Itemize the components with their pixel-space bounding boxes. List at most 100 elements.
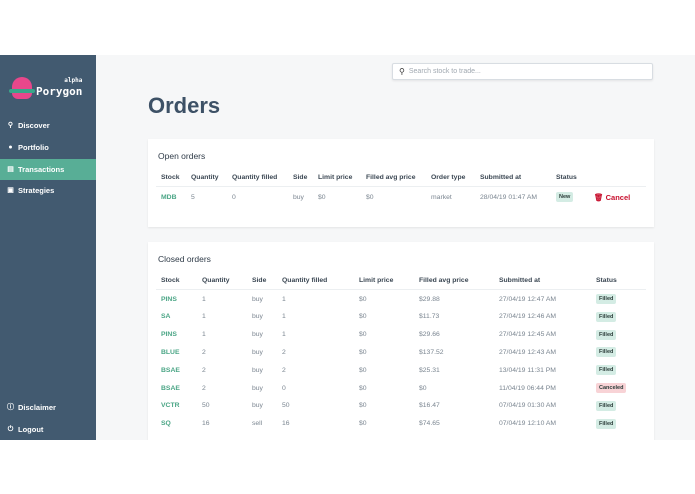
quantity-cell: 5 xyxy=(191,193,195,201)
table-row: PINS 1 buy 1 $0 $29.66 27/04/19 12:45 AM Filled xyxy=(156,326,646,344)
table-row: BLUE 2 buy 2 $0 $137.52 27/04/19 12:43 AM Fille… xyxy=(156,343,646,361)
stock-link[interactable]: PINS xyxy=(161,295,177,303)
status-cell: New xyxy=(556,192,594,202)
stock-link[interactable]: BSAE xyxy=(161,384,180,392)
limit-cell: $0 xyxy=(318,193,326,201)
page-title: Orders xyxy=(148,93,221,118)
table-row: SQ 16 sell 16 $0 $74.65 07/04/19 12:10 AM Fille… xyxy=(156,415,646,433)
quantity-cell: 2 xyxy=(202,366,206,374)
column-header: Stock xyxy=(161,174,180,181)
sidebar: alpha Porygon ⚲ Discover ● Portfolio ▤ Trans… xyxy=(0,55,96,440)
column-header: Filled avg price xyxy=(419,277,469,284)
column-header: Side xyxy=(293,174,308,181)
porygon-logo-icon xyxy=(9,77,35,99)
book-icon: ▣ xyxy=(7,187,14,194)
column-header: Side xyxy=(252,277,267,284)
filled-cell: 50 xyxy=(282,402,290,410)
stock-link[interactable]: MDB xyxy=(161,193,177,201)
table-row: SA 1 buy 1 $0 $11.73 27/04/19 12:46 AM Filled xyxy=(156,308,646,326)
filled-cell: 0 xyxy=(232,193,236,201)
side-cell: buy xyxy=(252,295,263,303)
open-orders-card: Open orders Stock Quantity Quantity filled… xyxy=(148,139,654,227)
status-badge: Filled xyxy=(596,329,617,340)
sidebar-item-strategies[interactable]: ▣ Strategies xyxy=(0,180,96,201)
limit-cell: $0 xyxy=(359,348,367,356)
limit-cell: $0 xyxy=(359,420,367,428)
side-cell: sell xyxy=(252,420,263,428)
filled-cell: 2 xyxy=(282,366,286,374)
sidebar-item-portfolio[interactable]: ● Portfolio xyxy=(0,137,96,158)
app: alpha Porygon ⚲ Discover ● Portfolio ▤ Trans… xyxy=(0,55,695,440)
column-header: Filled avg price xyxy=(366,174,416,181)
user-icon: ● xyxy=(8,144,13,151)
sidebar-item-transactions[interactable]: ▤ Transactions xyxy=(0,159,96,180)
table-row: PINS 1 buy 1 $0 $29.88 27/04/19 12:47 AM Filled xyxy=(156,290,646,308)
column-header: Limit price xyxy=(359,277,394,284)
limit-cell: $0 xyxy=(359,384,367,392)
logo[interactable]: alpha Porygon xyxy=(9,76,83,99)
status-badge: Filled xyxy=(596,347,617,358)
avg-cell: $29.66 xyxy=(419,331,440,339)
open-orders-title: Open orders xyxy=(158,151,206,161)
stock-link[interactable]: VCTR xyxy=(161,402,180,410)
receipt-icon: ▤ xyxy=(7,166,14,173)
column-header: Status xyxy=(596,277,617,284)
column-header: Quantity filled xyxy=(282,277,328,284)
stock-link[interactable]: SQ xyxy=(161,420,171,428)
status-cell: Filled xyxy=(596,294,646,304)
sidebar-item-logout[interactable]: ⏻ Logout xyxy=(0,419,96,440)
stock-link[interactable]: SA xyxy=(161,313,171,321)
filled-cell: 1 xyxy=(282,295,286,303)
submitted-cell: 27/04/19 12:47 AM xyxy=(499,295,557,303)
status-cell: Filled xyxy=(596,329,646,340)
quantity-cell: 1 xyxy=(202,295,206,303)
limit-cell: $0 xyxy=(359,402,367,410)
status-badge: Filled xyxy=(596,311,617,322)
limit-cell: $0 xyxy=(359,295,367,303)
status-cell: Filled xyxy=(596,365,646,376)
quantity-cell: 2 xyxy=(202,348,206,356)
quantity-cell: 1 xyxy=(202,331,206,339)
status-cell: Filled xyxy=(596,400,646,411)
status-badge: Filled xyxy=(596,400,617,411)
filled-cell: 0 xyxy=(282,384,286,392)
filled-cell: 16 xyxy=(282,420,290,428)
side-cell: buy xyxy=(293,193,304,201)
search-icon: ⚲ xyxy=(7,122,14,129)
nav-label: Disclaimer xyxy=(18,403,56,412)
limit-cell: $0 xyxy=(359,366,367,374)
search-icon: ⚲ xyxy=(399,67,405,76)
search-placeholder: Search stock to trade... xyxy=(408,68,481,75)
type-cell: market xyxy=(431,193,452,201)
sidebar-item-disclaimer[interactable]: ⓘ Disclaimer xyxy=(0,397,96,418)
column-header: Quantity filled xyxy=(232,174,278,181)
status-badge: Filled xyxy=(596,418,617,429)
avg-cell: $74.65 xyxy=(419,420,440,428)
column-header: Order type xyxy=(431,174,466,181)
nav-label: Strategies xyxy=(18,186,55,195)
side-cell: buy xyxy=(252,331,263,339)
avg-cell: $16.47 xyxy=(419,402,440,410)
avg-cell: $137.52 xyxy=(419,348,444,356)
submitted-cell: 07/04/19 01:30 AM xyxy=(499,402,557,410)
avg-cell: $11.73 xyxy=(419,313,440,321)
cancel-label: Cancel xyxy=(605,192,631,202)
stock-link[interactable]: PINS xyxy=(161,331,177,339)
brand-tag: alpha xyxy=(64,76,83,84)
status-badge: Filled xyxy=(596,294,617,304)
stock-link[interactable]: BLUE xyxy=(161,348,180,356)
avg-cell: $29.88 xyxy=(419,295,440,303)
column-header: Quantity xyxy=(202,277,230,284)
submitted-cell: 27/04/19 12:46 AM xyxy=(499,313,557,321)
cancel-button[interactable]: 🗑 Cancel xyxy=(594,193,646,202)
filled-cell: 1 xyxy=(282,313,286,321)
submitted-cell: 11/04/19 06:44 PM xyxy=(499,384,556,392)
sidebar-item-discover[interactable]: ⚲ Discover xyxy=(0,115,96,136)
search-input[interactable]: ⚲ Search stock to trade... xyxy=(392,63,653,80)
avg-cell: $0 xyxy=(366,193,374,201)
side-cell: buy xyxy=(252,313,263,321)
table-row: BSAE 2 buy 0 $0 $0 11/04/19 06:44 PM Canceled xyxy=(156,379,646,397)
table-row: BSAE 2 buy 2 $0 $25.31 13/04/19 11:31 PM Filled xyxy=(156,361,646,379)
stock-link[interactable]: BSAE xyxy=(161,366,180,374)
avg-cell: $25.31 xyxy=(419,366,440,374)
